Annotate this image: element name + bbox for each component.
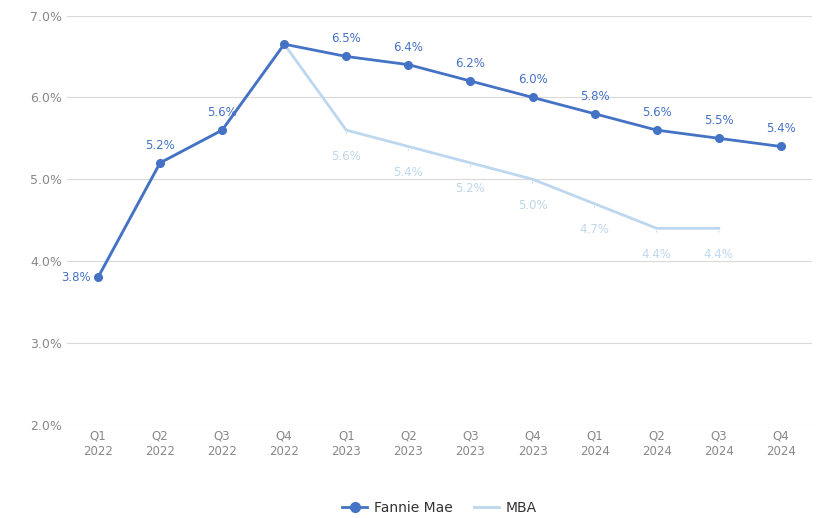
- Text: 6.5%: 6.5%: [331, 32, 361, 46]
- Text: 3.8%: 3.8%: [61, 271, 91, 284]
- Text: 5.6%: 5.6%: [641, 106, 670, 119]
- Text: 4.4%: 4.4%: [703, 248, 733, 261]
- Text: 5.6%: 5.6%: [331, 150, 361, 163]
- Text: 6.0%: 6.0%: [517, 73, 547, 87]
- Text: 5.8%: 5.8%: [579, 90, 609, 103]
- Text: 5.6%: 5.6%: [207, 106, 237, 119]
- Text: 4.7%: 4.7%: [579, 223, 609, 236]
- Text: 5.4%: 5.4%: [393, 166, 423, 179]
- Text: 5.2%: 5.2%: [455, 182, 485, 195]
- Text: 6.2%: 6.2%: [455, 57, 485, 70]
- Text: 5.5%: 5.5%: [703, 114, 732, 127]
- Text: 6.4%: 6.4%: [393, 40, 423, 53]
- Text: 5.0%: 5.0%: [517, 199, 547, 212]
- Text: 4.4%: 4.4%: [641, 248, 670, 261]
- Text: 5.4%: 5.4%: [765, 122, 795, 135]
- Text: 5.2%: 5.2%: [145, 139, 175, 152]
- Legend: Fannie Mae, MBA: Fannie Mae, MBA: [336, 495, 542, 518]
